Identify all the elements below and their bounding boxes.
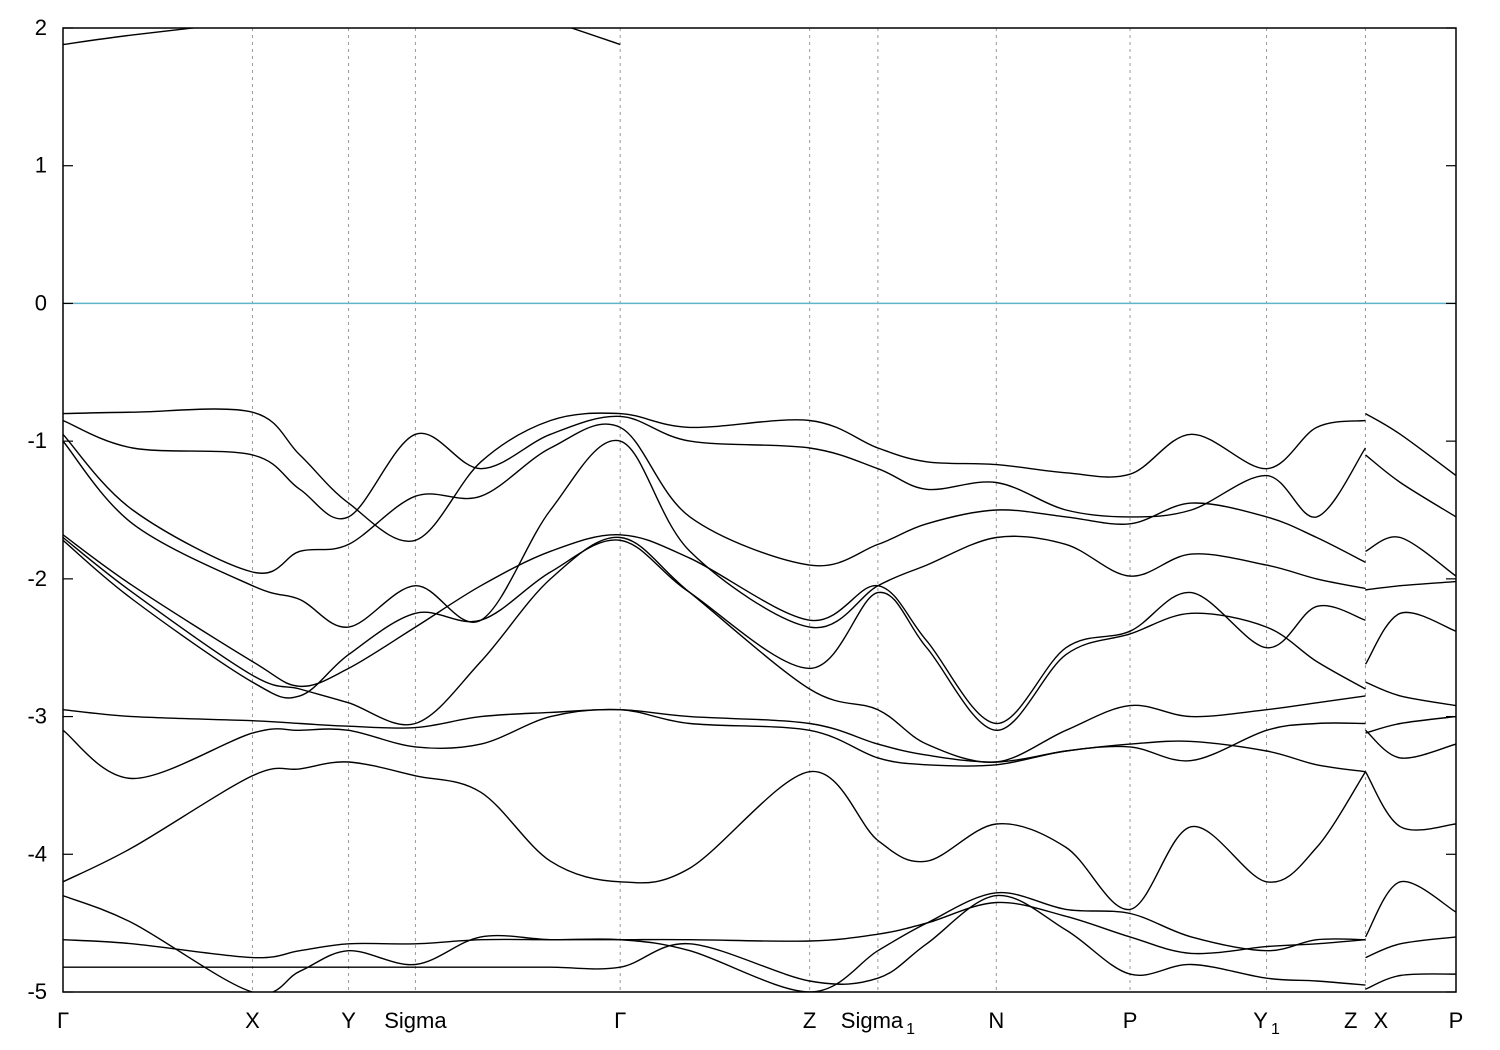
k-point-name-9: Y <box>1253 1008 1268 1033</box>
y-tick-label-0: 2 <box>35 15 47 40</box>
band-line-5 <box>63 708 1366 773</box>
k-point-name-8: P <box>1123 1008 1138 1033</box>
band-line-23 <box>1364 880 1456 938</box>
band-line-11 <box>63 415 1367 520</box>
band-line-16 <box>1365 536 1456 577</box>
k-point-name-5: Z <box>803 1008 816 1033</box>
band-line-10 <box>63 423 1366 574</box>
band-line-14 <box>1365 412 1456 477</box>
k-point-label-2: Y <box>341 1008 356 1033</box>
k-point-label-5: Z <box>803 1008 816 1033</box>
k-point-name-1: X <box>245 1008 260 1033</box>
grid-lines <box>251 28 1366 992</box>
y-tick-label-4: -2 <box>27 566 47 591</box>
y-tick-label-5: -3 <box>27 704 47 729</box>
k-point-label-11: X <box>1373 1008 1388 1033</box>
bands <box>63 28 1456 992</box>
k-point-subscript-9: 1 <box>1271 1021 1280 1038</box>
k-point-name-0: Γ <box>57 1008 69 1033</box>
band-line-12 <box>63 408 1366 543</box>
k-point-name-10: Z <box>1344 1008 1357 1033</box>
band-line-15 <box>1365 454 1456 518</box>
k-point-label-1: X <box>245 1008 260 1033</box>
band-line-24 <box>1365 936 1456 959</box>
band-line-21 <box>1365 729 1456 759</box>
y-tick-label-3: -1 <box>27 428 47 453</box>
k-point-label-8: P <box>1123 1008 1138 1033</box>
band-line-25 <box>1365 973 1456 990</box>
band-line-0 <box>63 894 1366 986</box>
y-tick-label-1: 1 <box>35 153 47 178</box>
x-axis: Γ X Y Sigma Γ Z Sigma 1 N P Y 1 Z X P <box>57 1008 1463 1038</box>
k-point-name-4: Γ <box>614 1008 626 1033</box>
band-line-17 <box>1365 580 1456 591</box>
y-tick-label-7: -5 <box>27 979 47 1004</box>
k-point-name-12: P <box>1449 1008 1464 1033</box>
k-point-label-10: Z <box>1344 1008 1357 1033</box>
band-line-22 <box>1364 771 1456 831</box>
band-line-13 <box>63 28 621 46</box>
k-point-name-3: Sigma <box>384 1008 447 1033</box>
k-point-label-3: Sigma <box>384 1008 447 1033</box>
band-line-7 <box>63 534 1366 725</box>
band-line-20 <box>1365 715 1456 734</box>
k-point-label-4: Γ <box>614 1008 626 1033</box>
y-tick-label-2: 0 <box>35 290 47 315</box>
k-point-name-11: X <box>1373 1008 1388 1033</box>
band-line-8 <box>63 539 1366 732</box>
y-tick-label-6: -4 <box>27 841 47 866</box>
band-line-4 <box>63 708 1366 780</box>
band-line-19 <box>1365 681 1456 707</box>
band-line-1 <box>63 901 1366 959</box>
k-point-label-6: Sigma 1 <box>841 1008 915 1038</box>
y-axis: 2 1 0 -1 -2 -3 -4 -5 <box>27 15 1456 1004</box>
k-point-name-2: Y <box>341 1008 356 1033</box>
k-point-label-7: N <box>988 1008 1004 1033</box>
band-line-3 <box>63 761 1367 911</box>
k-point-name-6: Sigma <box>841 1008 904 1033</box>
band-line-2 <box>63 891 1366 992</box>
k-point-name-7: N <box>988 1008 1004 1033</box>
band-line-18 <box>1364 611 1456 665</box>
k-point-label-12: P <box>1449 1008 1464 1033</box>
k-point-label-0: Γ <box>57 1008 69 1033</box>
plot-frame <box>62 27 1457 993</box>
band-line-9 <box>63 439 1366 629</box>
k-point-subscript-6: 1 <box>906 1021 915 1038</box>
